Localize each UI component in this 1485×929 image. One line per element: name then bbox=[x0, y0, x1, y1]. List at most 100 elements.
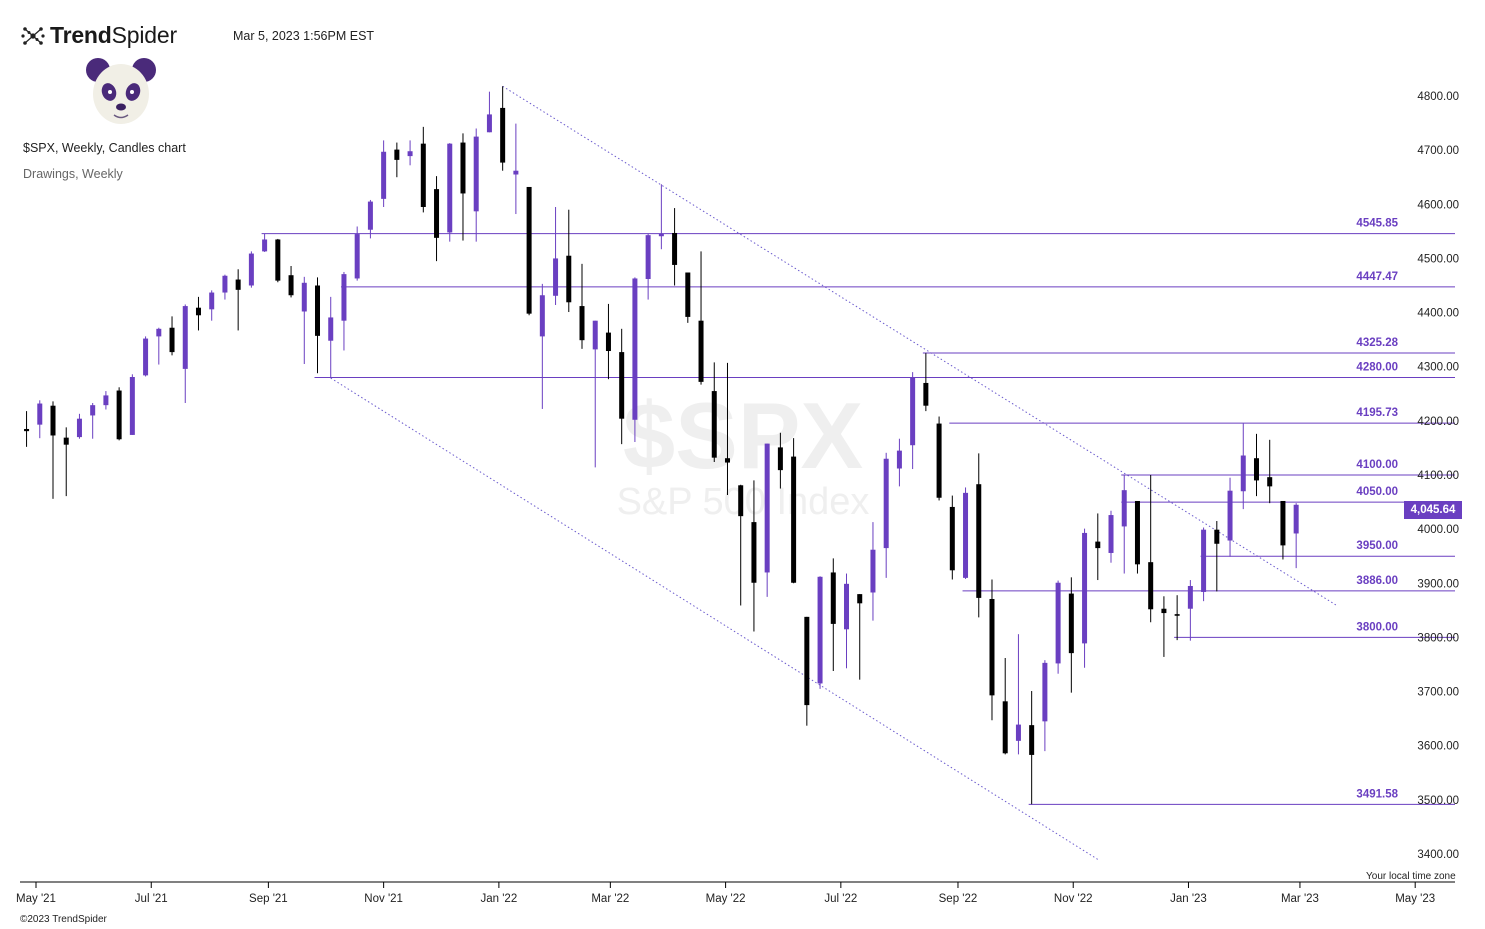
y-tick-label: 3800.00 bbox=[1417, 632, 1459, 644]
candle-body bbox=[1240, 455, 1246, 492]
candle-body bbox=[764, 443, 770, 573]
brand-logo[interactable]: TrendSpider bbox=[20, 22, 177, 49]
candle-body bbox=[341, 274, 347, 321]
level-label: 4100.00 bbox=[1356, 459, 1398, 471]
candle-body bbox=[592, 320, 598, 350]
candle-body bbox=[976, 484, 982, 598]
candle-body bbox=[1293, 504, 1299, 534]
candle-body bbox=[632, 278, 638, 420]
trendline-1[interactable] bbox=[502, 85, 1337, 606]
candle-body bbox=[896, 450, 902, 469]
candle-body bbox=[235, 279, 241, 290]
candle-body bbox=[381, 151, 387, 199]
trendspider-logo-icon bbox=[21, 26, 45, 45]
level-label: 4545.85 bbox=[1356, 218, 1398, 230]
x-tick-label: Nov '22 bbox=[1054, 893, 1093, 905]
x-tick-label: May '23 bbox=[1395, 893, 1435, 905]
candle-body bbox=[738, 485, 744, 517]
y-tick-label: 3700.00 bbox=[1417, 687, 1459, 699]
candle-body bbox=[936, 423, 942, 498]
candle-body bbox=[817, 576, 823, 684]
candle-body bbox=[209, 292, 215, 310]
candle-body bbox=[1121, 490, 1127, 527]
candle-body bbox=[751, 522, 757, 583]
candle-body bbox=[407, 151, 413, 157]
x-tick-label: Nov '21 bbox=[364, 893, 403, 905]
candle-body bbox=[367, 201, 373, 230]
y-tick-label: 3500.00 bbox=[1417, 795, 1459, 807]
candle-body bbox=[116, 390, 122, 440]
candle-body bbox=[63, 437, 69, 445]
candle-body bbox=[275, 239, 281, 281]
candle-body bbox=[420, 143, 426, 207]
candle-body bbox=[1134, 500, 1140, 565]
candle-body bbox=[963, 492, 969, 578]
candles bbox=[24, 86, 1299, 805]
trendlines[interactable] bbox=[330, 85, 1337, 860]
candle-body bbox=[394, 149, 400, 160]
level-label: 3800.00 bbox=[1356, 621, 1398, 633]
y-axis: 3400.00 3500.00 3600.00 3700.00 3800.00 3900.… bbox=[1417, 91, 1459, 861]
candle-body bbox=[248, 253, 254, 286]
candle-body bbox=[1055, 582, 1061, 664]
x-tick-label: Mar '22 bbox=[591, 893, 629, 905]
level-label: 3950.00 bbox=[1356, 540, 1398, 552]
candle-body bbox=[1095, 541, 1101, 549]
candle-body bbox=[1227, 490, 1233, 541]
y-tick-label: 4000.00 bbox=[1417, 524, 1459, 536]
chart-header: TrendSpider Mar 5, 2023 1:56PM EST $SPX,… bbox=[0, 0, 1485, 190]
candle-body bbox=[804, 616, 810, 706]
candle-body bbox=[195, 307, 201, 316]
chart-timestamp: Mar 5, 2023 1:56PM EST bbox=[233, 29, 375, 43]
y-tick-label: 4300.00 bbox=[1417, 362, 1459, 374]
candle-body bbox=[1267, 477, 1273, 487]
candle-body bbox=[1068, 593, 1074, 654]
candle-body bbox=[182, 306, 188, 369]
candle-body bbox=[262, 239, 268, 252]
candle-body bbox=[1201, 529, 1207, 592]
candle-body bbox=[1174, 614, 1180, 616]
timezone-note[interactable]: Your local time zone bbox=[1366, 871, 1456, 882]
level-label: 4280.00 bbox=[1356, 362, 1398, 374]
y-tick-label: 4800.00 bbox=[1417, 91, 1459, 103]
candle-body bbox=[500, 107, 506, 163]
candle-body bbox=[923, 382, 929, 406]
x-tick-label: Sep '22 bbox=[939, 893, 978, 905]
candle-body bbox=[1148, 562, 1154, 610]
candle-body bbox=[857, 594, 863, 604]
current-price-tag: 4,045.64 bbox=[1404, 501, 1462, 519]
chart-title: $SPX, Weekly, Candles chart bbox=[23, 141, 186, 155]
candle-body bbox=[844, 583, 850, 630]
candle-body bbox=[777, 447, 783, 471]
candle-body bbox=[50, 405, 56, 436]
brand-name: TrendSpider bbox=[50, 22, 177, 48]
trendline-2[interactable] bbox=[330, 377, 1099, 860]
candle-body bbox=[447, 143, 453, 233]
candle-body bbox=[791, 456, 797, 583]
level-label: 4195.73 bbox=[1356, 407, 1398, 419]
x-tick-label: May '22 bbox=[706, 893, 746, 905]
watermark-symbol: $SPX bbox=[623, 383, 863, 488]
x-tick-label: Jul '21 bbox=[135, 893, 168, 905]
candle-body bbox=[129, 377, 135, 435]
candle-body bbox=[566, 255, 572, 303]
y-tick-label: 4400.00 bbox=[1417, 308, 1459, 320]
candle-body bbox=[830, 572, 836, 624]
chart-subtitle[interactable]: Drawings, Weekly bbox=[23, 167, 123, 181]
candle-body bbox=[553, 258, 559, 296]
x-tick-label: Jan '22 bbox=[481, 893, 518, 905]
candle-body bbox=[619, 352, 625, 419]
copyright: ©2023 TrendSpider bbox=[20, 914, 107, 925]
candle-body bbox=[473, 136, 479, 212]
candle-body bbox=[989, 598, 995, 696]
candle-body bbox=[169, 327, 175, 353]
candle-body bbox=[37, 403, 43, 425]
candle-body bbox=[301, 282, 307, 312]
candle-body bbox=[328, 317, 334, 341]
candle-body bbox=[539, 295, 545, 337]
candle-body bbox=[672, 232, 678, 265]
candle-body bbox=[1253, 458, 1259, 481]
candle-body bbox=[103, 395, 109, 406]
candle-body bbox=[645, 235, 651, 280]
